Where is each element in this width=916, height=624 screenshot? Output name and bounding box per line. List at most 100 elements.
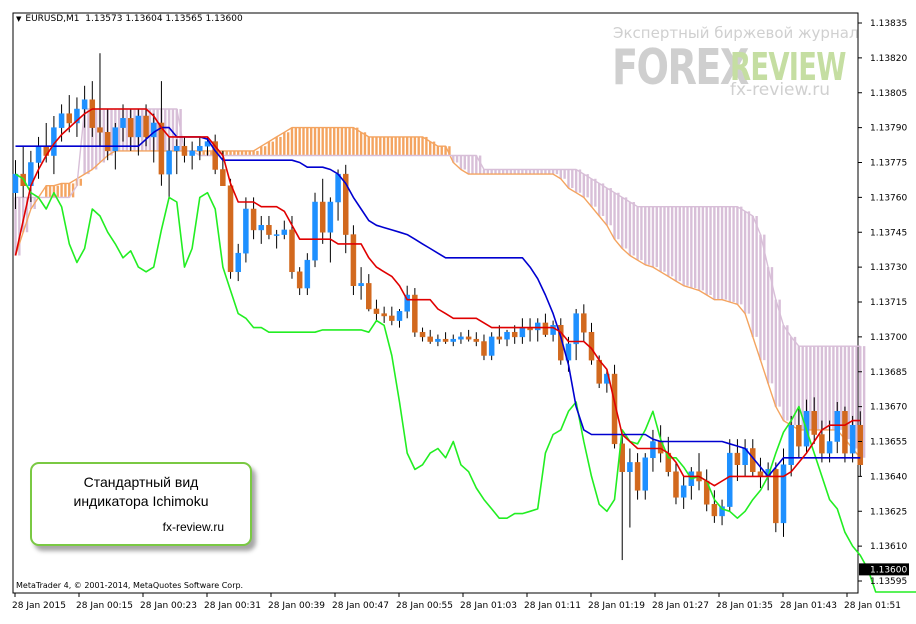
candle-body [304,259,311,289]
candle-body [504,331,510,340]
x-tick-label: 28 Jan 00:55 [396,601,453,611]
candle-body [412,294,418,333]
x-tick-label: 28 Jan 00:39 [268,601,325,611]
y-tick-label: 1.13730 [870,263,907,273]
candle-body [235,252,241,273]
candle-body [281,229,288,235]
candle-body [250,208,257,231]
candle-body [558,325,564,361]
candle-body [166,150,172,175]
candle-body [289,229,295,273]
candle-body [112,127,119,152]
candle-body [258,225,265,231]
candle-body [796,424,802,447]
candle-body [435,338,441,342]
candle-body [611,373,618,445]
candle-body [197,145,203,152]
candle-body [74,108,80,124]
y-tick-label: 1.13820 [870,54,907,64]
candle-body [442,338,449,342]
candle-body [711,504,718,517]
x-tick-label: 28 Jan 2015 [12,601,66,611]
candle-body [227,185,234,273]
y-tick-label: 1.13775 [870,159,907,169]
current-price-label: 1.13600 [870,565,907,575]
y-tick-label: 1.13685 [870,368,907,378]
kijun-sen-line [15,126,861,478]
candle-body [266,225,272,235]
candle-body [834,411,841,442]
candle-body [66,113,73,124]
candle-body [381,313,387,317]
candle-body [788,424,794,466]
candle-body [811,411,817,435]
candle-body [89,99,96,128]
candle-body [135,115,142,138]
candle-body [519,327,526,338]
watermark-review-logo: REVIEW [730,45,846,89]
candle-body [373,308,380,314]
watermark-forex-logo: FOREX [612,39,749,96]
symbol-dropdown-icon[interactable]: ▼ [16,15,22,23]
y-tick-label: 1.13715 [870,298,907,308]
candle-body [358,283,364,286]
y-tick-label: 1.13700 [870,333,907,343]
candle-body [627,462,633,472]
y-tick-label: 1.13760 [870,193,907,203]
candle-body [673,471,679,498]
candle-body [243,208,249,254]
candle-body [458,336,464,340]
ichimoku-lines [14,108,916,593]
ohlc-readout: 1.13573 1.13604 1.13565 1.13600 [85,14,243,24]
candle-body [419,331,426,338]
caption-url: fx-review.ru [162,520,224,534]
time-axis: 28 Jan 2015 28 Jan 00:15 28 Jan 00:23 28 Ja… [12,593,901,611]
candle-body [220,169,226,187]
price-axis: 1.13835 1.13820 1.13805 1.13790 1.13775 1.137… [858,19,909,587]
candle-body [734,452,741,465]
candle-body [473,338,480,342]
copyright-footer: MetaTrader 4, © 2001-2014, MetaQuotes So… [16,581,244,590]
tenkan-sen-line [14,108,861,487]
candle-body [58,113,65,128]
current-price-box [859,563,909,576]
senkou-span-b-line [15,108,861,347]
x-tick-label: 28 Jan 01:27 [652,601,709,611]
candle-body [534,322,541,331]
x-tick-label: 28 Jan 01:19 [588,601,645,611]
candle-body [312,201,318,261]
y-tick-label: 1.13595 [870,577,907,587]
chikou-span-line [15,173,916,593]
x-tick-label: 28 Jan 00:15 [76,601,133,611]
y-tick-label: 1.13805 [870,89,907,99]
candle-body [719,506,725,517]
candle-body [335,173,341,203]
candle-body [327,201,334,233]
candle-body [726,452,733,507]
candle-body [826,441,833,454]
candle-body [319,201,326,233]
candle-body [465,336,472,340]
y-tick-label: 1.13745 [870,228,907,238]
candle-body [174,145,180,152]
candle-body [565,343,572,361]
x-tick-label: 28 Jan 00:23 [140,601,197,611]
candle-body [581,313,587,333]
candle-body [97,127,103,133]
candle-body [189,150,195,156]
candle-body [12,173,19,193]
candle-body [780,464,787,524]
candle-body [120,118,126,128]
candle-body [634,462,641,491]
candle-body [104,132,111,152]
candle-body [773,469,779,524]
caption-title: Стандартный вид индикатора Ichimoku [73,474,209,509]
candle-body [642,457,649,491]
x-tick-label: 28 Jan 01:11 [524,601,581,611]
y-tick-label: 1.13790 [870,124,907,134]
candle-body [857,424,864,466]
chart-header: ▼ EURUSD,M1 1.13573 1.13604 1.13565 1.136… [16,14,243,24]
candle-body [158,122,165,175]
candle-body [496,336,503,340]
x-tick-label: 28 Jan 01:43 [780,601,837,611]
